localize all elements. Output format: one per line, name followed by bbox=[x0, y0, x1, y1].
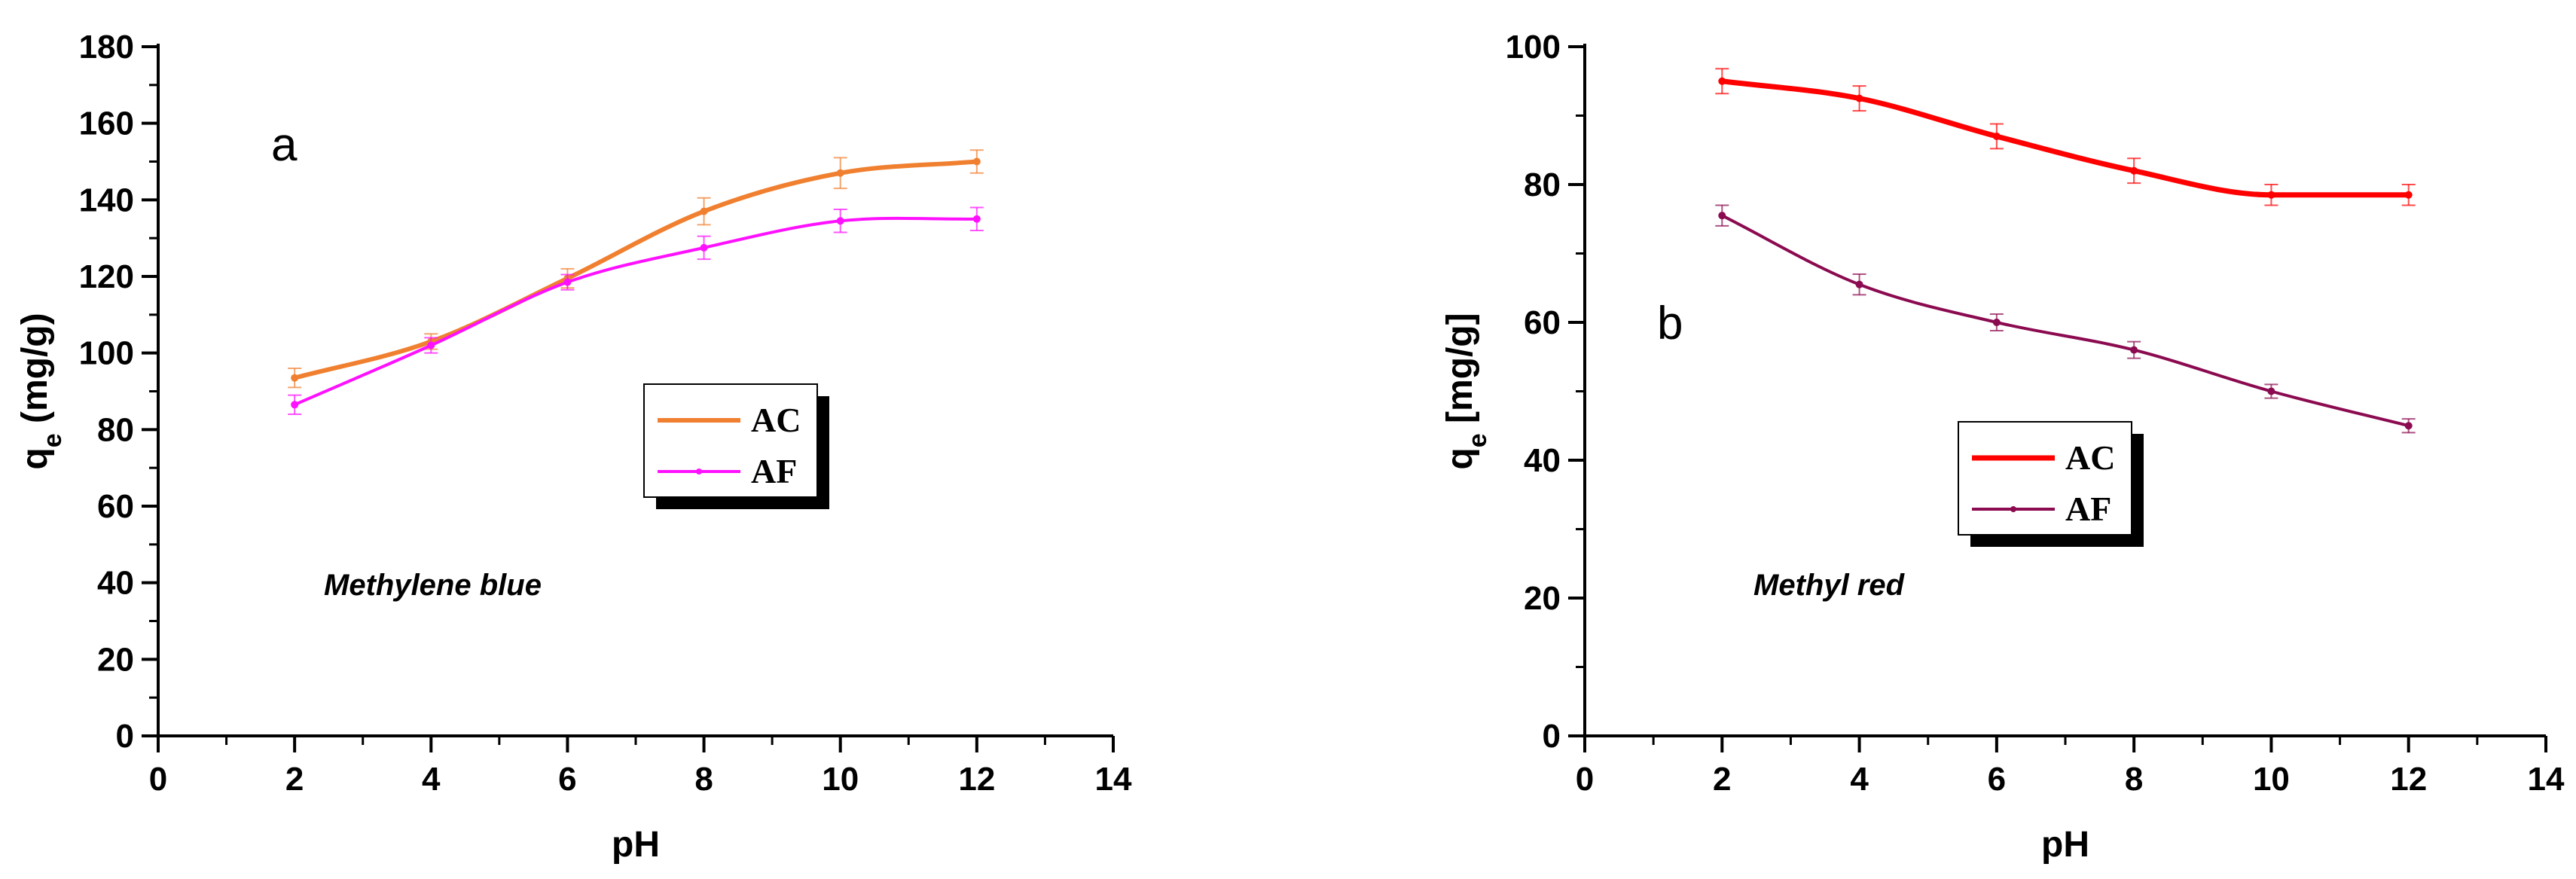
series-line bbox=[1720, 214, 2410, 428]
data-point bbox=[1992, 319, 2001, 326]
legend-marker bbox=[696, 468, 702, 475]
chart-panel-a: 0 2 4 6 8 10 12 14020406080100120140160180pHqe … bbox=[15, 29, 1132, 865]
y-tick-label: 60 bbox=[97, 488, 134, 525]
legend-box bbox=[643, 383, 818, 498]
data-point bbox=[700, 243, 708, 252]
data-point bbox=[2267, 191, 2275, 199]
data-point bbox=[291, 401, 299, 409]
x-tick-label: 10 bbox=[2253, 761, 2290, 798]
x-tick-label: 12 bbox=[958, 761, 995, 798]
data-point bbox=[1992, 132, 2001, 140]
data-point bbox=[700, 207, 708, 215]
y-axis-title-main: q bbox=[1440, 447, 1480, 469]
chart-panel-b: 0 2 4 6 8 10 12 14 0 20 40 60 80 100 pH qe [mg/g] b Methy… bbox=[1440, 29, 2565, 865]
x-tick-label: 12 bbox=[2390, 761, 2427, 798]
data-point bbox=[291, 374, 299, 382]
y-tick-label: 100 bbox=[1506, 29, 1561, 66]
dye-annotation: Methyl red bbox=[1753, 569, 1906, 602]
x-tick-label: 0 bbox=[1576, 761, 1594, 798]
legend-box bbox=[1958, 421, 2132, 536]
panel-label: b bbox=[1657, 298, 1683, 349]
x-tick-label: 10 bbox=[822, 761, 859, 798]
legend-marker bbox=[2010, 506, 2016, 512]
series-af bbox=[1715, 204, 2416, 434]
data-point bbox=[2130, 346, 2138, 354]
x-tick-label: 14 bbox=[2528, 761, 2565, 798]
x-tick-label: 0 bbox=[149, 761, 167, 798]
x-tick-label: 2 bbox=[1713, 761, 1731, 798]
data-point bbox=[2267, 387, 2275, 395]
x-tick-label: 8 bbox=[694, 761, 713, 798]
y-tick-label: 80 bbox=[1524, 166, 1561, 203]
dye-annotation: Methylene blue bbox=[324, 569, 542, 602]
legend-label-af: AF bbox=[2065, 490, 2111, 528]
data-point bbox=[972, 215, 981, 223]
x-tick-label: 2 bbox=[285, 761, 304, 798]
series-line bbox=[1719, 78, 2412, 198]
x-tick-label: 4 bbox=[1850, 761, 1869, 798]
y-tick-label: 120 bbox=[79, 258, 134, 295]
data-point bbox=[1855, 94, 1863, 102]
data-point bbox=[836, 169, 844, 177]
data-point bbox=[1855, 280, 1863, 288]
series-ac bbox=[288, 149, 984, 389]
y-tick-label: 80 bbox=[97, 411, 134, 448]
data-point bbox=[972, 157, 981, 166]
y-axis-title-subscript: e bbox=[1463, 433, 1492, 447]
y-axis-title-subscript: e bbox=[38, 433, 67, 447]
y-axis-title-unit: (mg/g) bbox=[15, 313, 55, 433]
y-tick-label: 40 bbox=[97, 565, 134, 602]
x-axis-title: pH bbox=[2041, 825, 2089, 865]
series-line bbox=[293, 216, 978, 407]
x-tick-label: 4 bbox=[422, 761, 441, 798]
data-point bbox=[1718, 212, 1726, 220]
y-axis-title: qe (mg/g) bbox=[15, 313, 67, 469]
legend: AC AF bbox=[1958, 421, 2144, 547]
x-axis-title: pH bbox=[612, 825, 660, 865]
data-point bbox=[2130, 166, 2138, 175]
y-tick-label: 160 bbox=[79, 105, 134, 142]
y-tick-label: 0 bbox=[116, 718, 134, 755]
y-tick-label: 100 bbox=[79, 335, 134, 372]
series-ac bbox=[1715, 68, 2416, 206]
y-axis-title: qe [mg/g] bbox=[1440, 313, 1492, 469]
x-tick-label: 6 bbox=[558, 761, 576, 798]
y-tick-label: 180 bbox=[79, 29, 134, 66]
y-tick-label: 140 bbox=[79, 182, 134, 218]
y-axis-title-unit: [mg/g] bbox=[1440, 313, 1480, 433]
legend-label-ac: AC bbox=[2065, 438, 2115, 477]
y-tick-label: 20 bbox=[97, 641, 134, 678]
panel-label: a bbox=[271, 119, 298, 171]
data-point bbox=[1718, 77, 1726, 85]
x-tick-label: 14 bbox=[1095, 761, 1132, 798]
y-tick-label: 0 bbox=[1543, 718, 1561, 755]
legend-label-ac: AC bbox=[751, 401, 801, 439]
data-point bbox=[563, 278, 572, 286]
y-tick-label: 20 bbox=[1524, 580, 1561, 617]
y-axis-title-main: q bbox=[15, 447, 55, 469]
y-tick-label: 60 bbox=[1524, 304, 1561, 341]
data-point bbox=[427, 341, 435, 349]
data-point bbox=[2404, 191, 2413, 199]
x-tick-label: 6 bbox=[1988, 761, 2006, 798]
data-point bbox=[2404, 422, 2413, 430]
series-line bbox=[292, 159, 979, 380]
legend-label-af: AF bbox=[751, 452, 797, 490]
legend: AC AF bbox=[643, 383, 829, 509]
y-tick-label: 40 bbox=[1524, 442, 1561, 479]
series-af bbox=[288, 206, 984, 415]
x-tick-label: 8 bbox=[2125, 761, 2143, 798]
data-point bbox=[836, 217, 844, 225]
